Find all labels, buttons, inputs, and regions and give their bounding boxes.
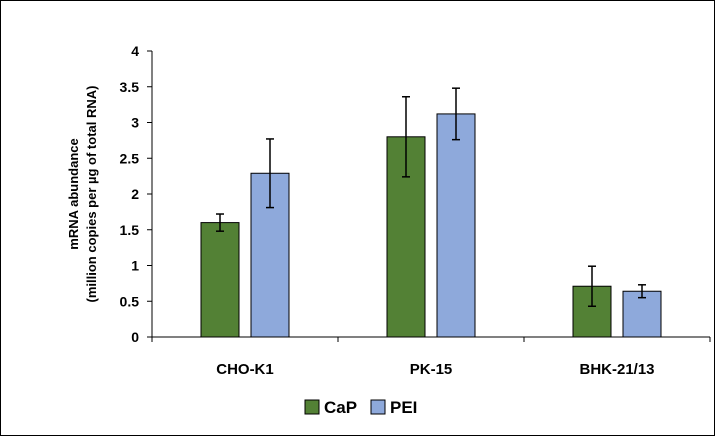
y-tick-label: 1	[131, 258, 139, 274]
y-tick-label: 3	[131, 115, 139, 131]
x-category-label: CHO-K1	[216, 361, 274, 378]
x-category-label: BHK-21/13	[579, 361, 654, 378]
legend-swatch-cap	[304, 399, 320, 415]
x-category-label: PK-15	[410, 361, 453, 378]
y-tick-label: 0	[131, 329, 139, 345]
error-bars-group	[216, 87, 646, 308]
y-axis-label-line1: mRNA abundance	[66, 138, 81, 249]
bar-cap	[200, 222, 240, 338]
y-tick-label: 2	[131, 186, 139, 202]
legend-label-cap: CaP	[324, 398, 357, 417]
y-tick-label: 3.5	[120, 79, 140, 95]
y-tick-label: 0.5	[120, 293, 140, 309]
legend-swatch-pei	[370, 399, 386, 415]
y-tick-label: 4	[131, 43, 139, 59]
x-axis: CHO-K1 PK-15 BHK-21/13	[151, 336, 711, 378]
y-axis-label-line2: (million copies per µg of total RNA)	[84, 86, 99, 303]
bar-pei	[436, 113, 476, 338]
y-axis: 0 0.5 1 1.5 2 2.5 3 3.5 4	[120, 43, 153, 345]
legend: CaP PEI	[304, 398, 417, 417]
y-tick-label: 1.5	[120, 222, 140, 238]
legend-label-pei: PEI	[390, 398, 417, 417]
y-tick-label: 2.5	[120, 150, 140, 166]
